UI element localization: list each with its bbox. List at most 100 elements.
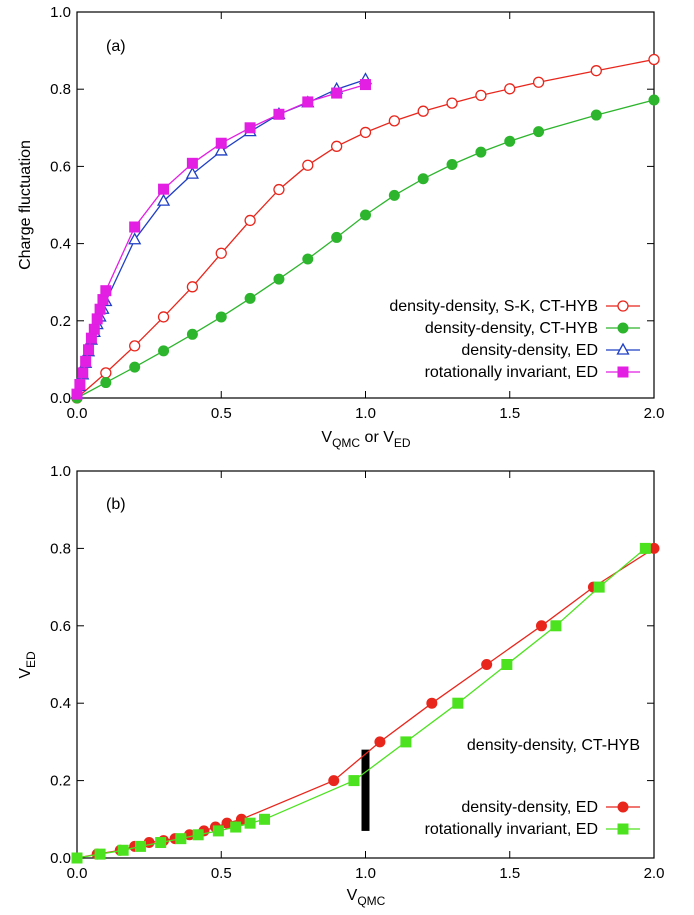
panel-label-b: (b) (106, 496, 126, 513)
series-a-3 (71, 79, 371, 400)
data-point (83, 344, 95, 356)
data-point (550, 620, 562, 632)
data-point (302, 159, 314, 171)
axis-ticks-a: 0.0 0.5 1.0 1.5 2.0 0.0 0.2 0.4 0.6 0.8 1.0 (50, 4, 664, 422)
data-point (158, 183, 170, 195)
y-tick-label: 0.8 (50, 81, 71, 98)
data-point (212, 825, 224, 837)
data-point (175, 833, 187, 845)
x-tick-label: 0.5 (211, 405, 232, 422)
data-point (94, 848, 106, 860)
data-point (244, 817, 256, 829)
data-point (388, 189, 400, 201)
legend-label: rotationally invariant, ED (425, 364, 598, 381)
data-point (88, 323, 100, 335)
data-point (134, 840, 146, 852)
legend-label: density-density, ED (461, 799, 598, 816)
data-point (244, 122, 256, 134)
data-point (475, 146, 487, 158)
data-point (94, 303, 106, 315)
data-point (504, 135, 516, 147)
y-axis-label-a: Charge fluctuation (17, 140, 34, 270)
legend-label: density-density, ED (461, 342, 598, 359)
data-point (590, 65, 602, 77)
data-point (400, 736, 412, 748)
data-point (215, 137, 227, 149)
data-point (230, 821, 242, 833)
x-tick-label: 0.5 (211, 865, 232, 882)
x-axis-label-a: VQMC or VED (321, 429, 410, 450)
x-tick-label: 1.5 (499, 865, 520, 882)
chart-panel-b: 0.0 0.5 1.0 1.5 2.0 0.0 0.2 0.4 0.6 0.8 1.0 (b) VE… (17, 463, 664, 908)
data-point (532, 76, 545, 88)
y-axis-label-b: VED (17, 651, 38, 679)
legend-label: rotationally invariant, ED (425, 821, 598, 838)
y-tick-label: 1.0 (50, 463, 71, 480)
series-layer-b (71, 542, 660, 864)
data-point (273, 108, 285, 120)
data-point (129, 361, 141, 373)
data-point (71, 852, 83, 864)
data-point (593, 581, 605, 593)
data-point (128, 232, 142, 245)
data-point (192, 829, 204, 841)
legend-header-b: density-density, CT-HYB (467, 737, 640, 754)
x-tick-label: 2.0 (644, 865, 665, 882)
y-tick-label: 0.2 (50, 773, 71, 790)
data-point (158, 345, 170, 357)
x-tick-label: 0.0 (67, 405, 88, 422)
data-point (417, 173, 429, 185)
data-point (244, 292, 256, 304)
data-point (156, 193, 171, 206)
data-point (302, 96, 314, 108)
data-point (77, 367, 89, 379)
data-point (330, 140, 343, 152)
x-tick-label: 1.5 (499, 405, 520, 422)
data-point (446, 158, 458, 170)
series-layer-a (70, 53, 660, 404)
data-point (374, 736, 386, 748)
data-point (481, 659, 493, 670)
legend-swatch-marker (617, 823, 629, 835)
y-tick-label: 0.6 (50, 158, 71, 175)
data-point (214, 143, 228, 156)
y-tick-label: 0.0 (50, 390, 71, 407)
data-point (501, 659, 513, 670)
data-point (74, 378, 86, 390)
data-point (186, 328, 198, 340)
data-point (186, 281, 199, 293)
data-point (273, 183, 285, 196)
x-tick-label: 1.0 (355, 865, 376, 882)
data-point (348, 775, 360, 787)
data-point (80, 355, 92, 367)
y-tick-label: 0.6 (50, 618, 71, 635)
x-tick-label: 2.0 (644, 405, 665, 422)
data-point (475, 89, 487, 102)
series-line (76, 83, 366, 395)
data-point (648, 53, 660, 66)
chart-panel-a: 0.0 0.5 1.0 1.5 2.0 0.0 0.2 0.4 0.6 0.8 1.0 (a) Ch… (17, 4, 664, 450)
data-point (185, 166, 199, 179)
data-point (244, 214, 256, 227)
data-point (215, 247, 227, 259)
x-tick-label: 1.0 (355, 405, 376, 422)
data-point (215, 311, 227, 323)
legend-swatch-marker (617, 801, 629, 813)
data-point (157, 311, 170, 323)
data-point (100, 367, 112, 379)
data-point (446, 97, 458, 109)
series-a-1 (71, 94, 660, 404)
data-point (360, 209, 371, 221)
data-point (590, 109, 602, 121)
data-point (331, 87, 343, 99)
data-point (535, 620, 547, 632)
series-a-2 (70, 72, 373, 399)
data-point (648, 94, 660, 106)
y-tick-label: 0.4 (50, 236, 71, 253)
data-point (117, 844, 129, 856)
data-point (639, 542, 651, 554)
data-point (71, 388, 83, 400)
data-point (359, 126, 372, 139)
data-point (91, 313, 103, 325)
legend-swatch-marker (616, 342, 630, 355)
